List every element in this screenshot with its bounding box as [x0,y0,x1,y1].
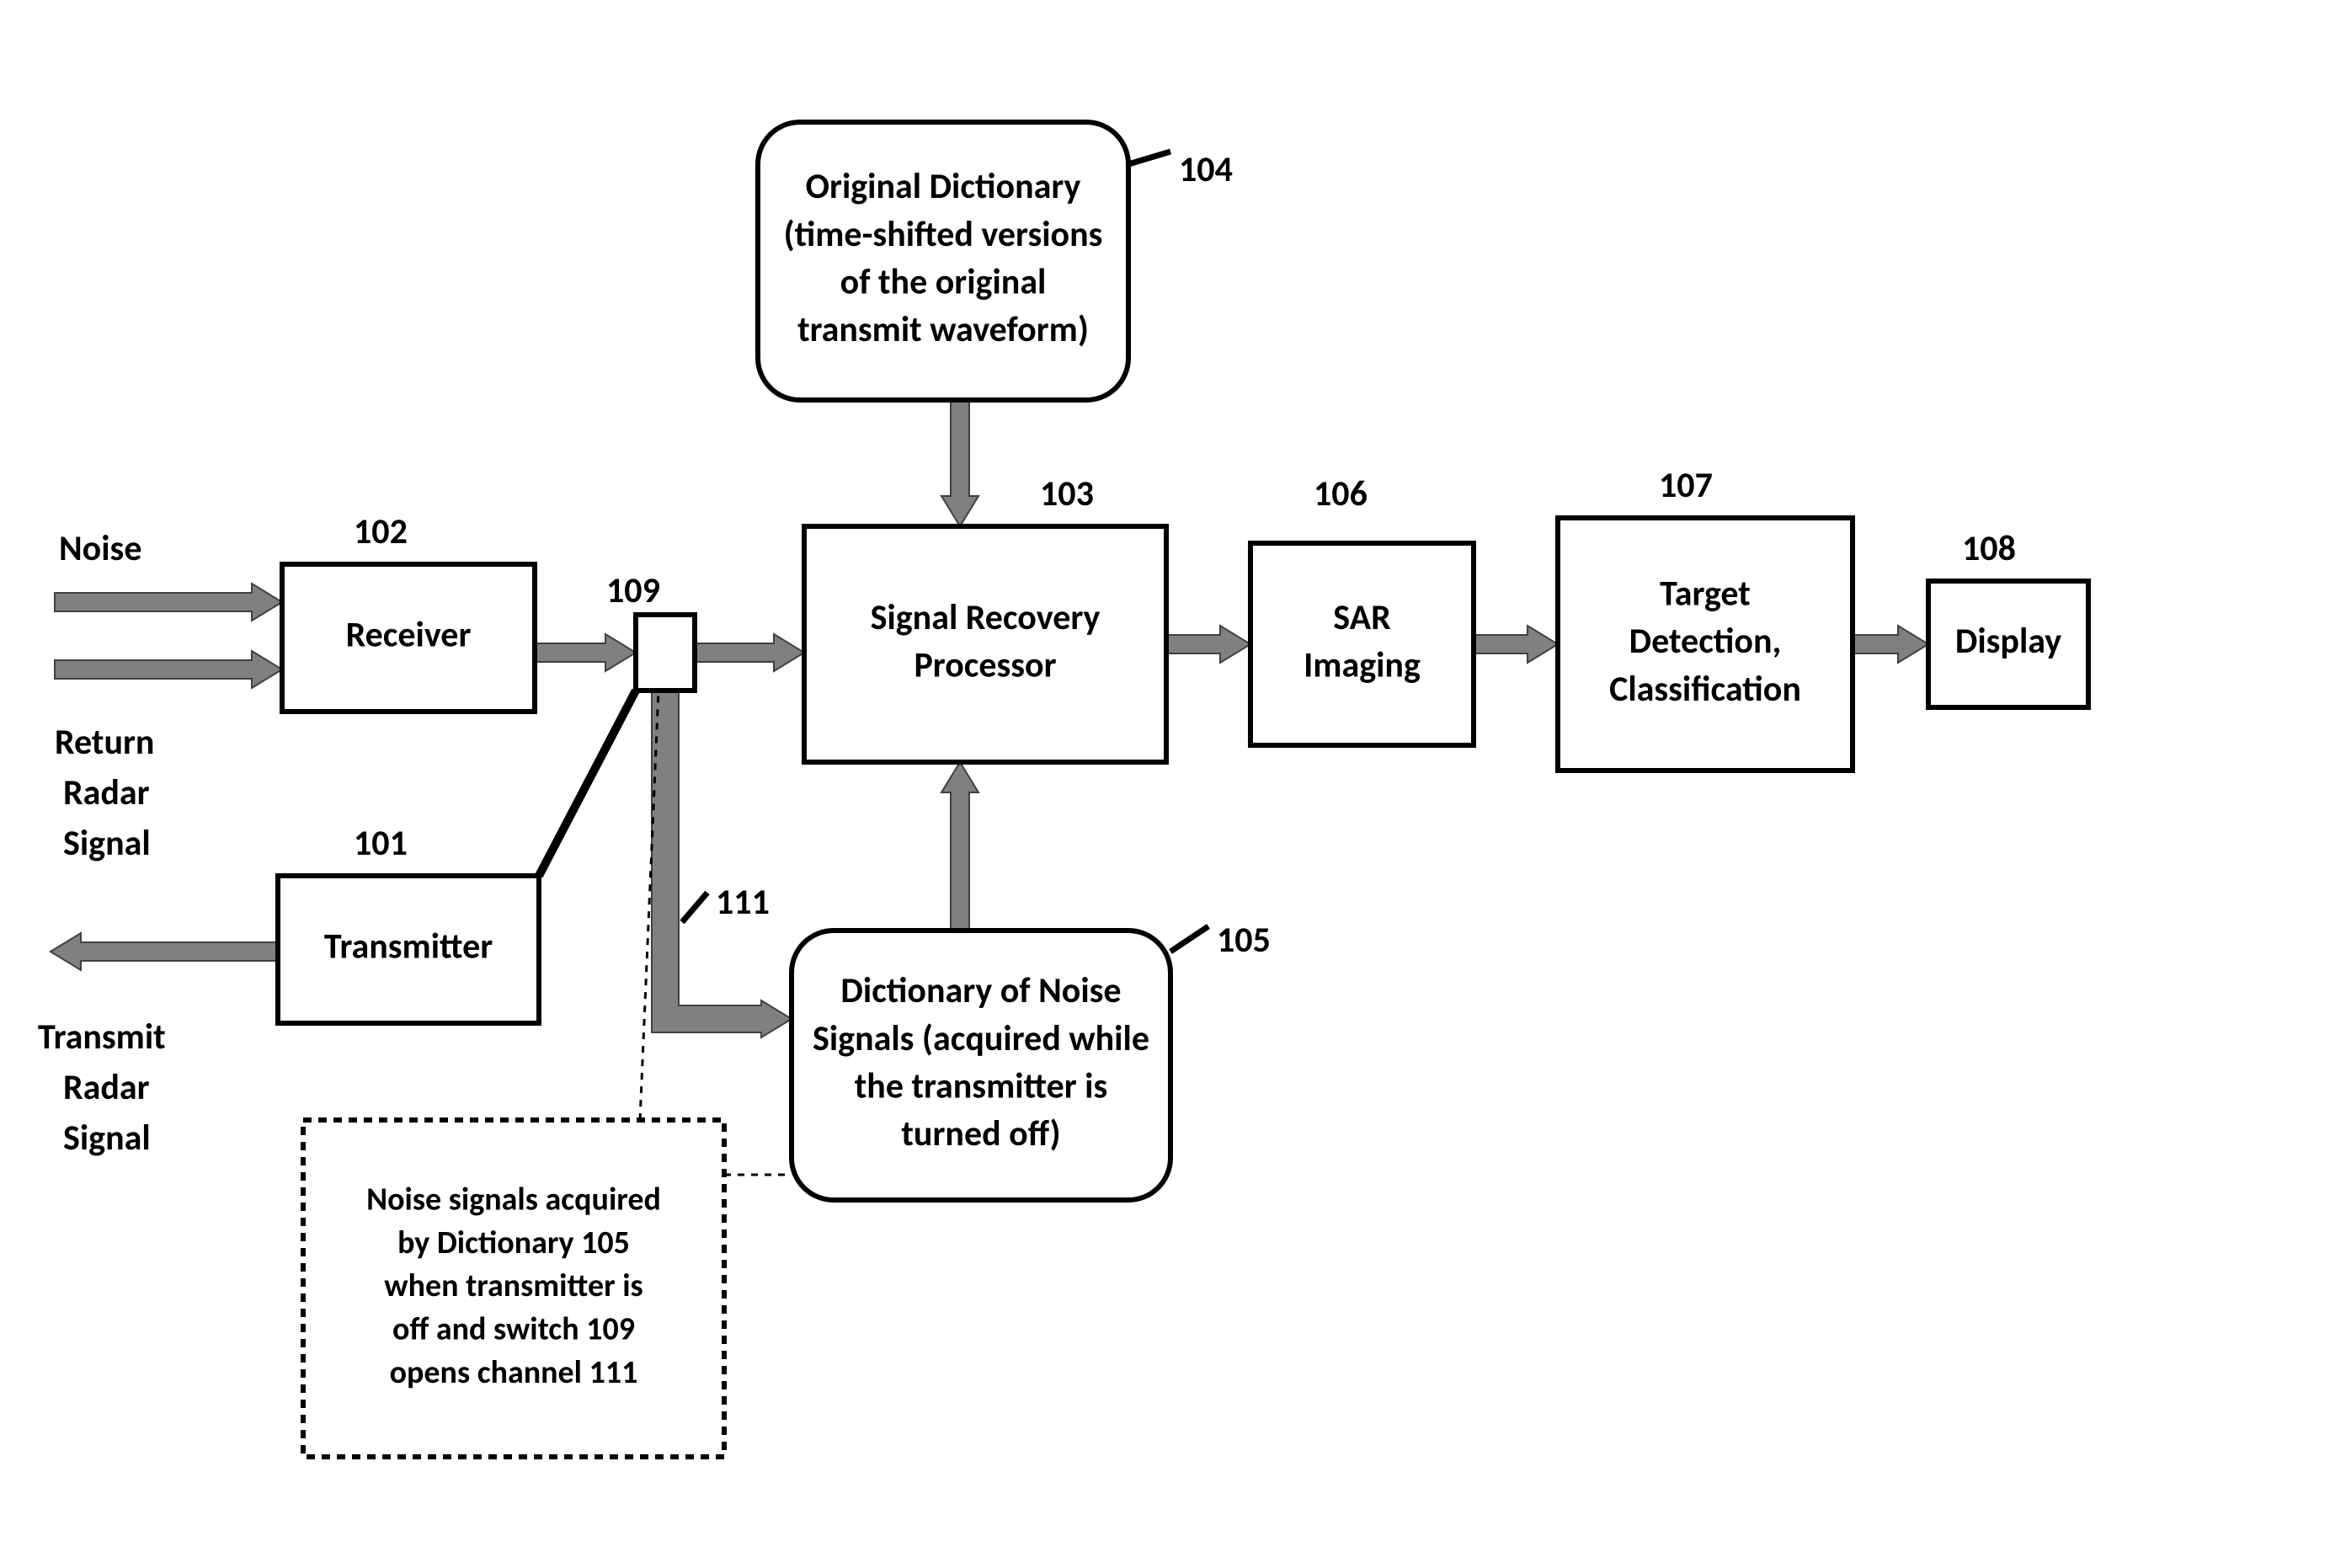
arrow-tdc_to_disp [1853,626,1928,663]
dashed_note-line-2: when transmitter is [384,1267,642,1305]
ref-107: 107 [1659,464,1713,507]
side-label-tx1: Transmit [38,1016,166,1059]
dict_noise-line-1: Signals (acquired while [813,1017,1149,1060]
dashed_note: Noise signals acquired by Dictionary 105 w… [303,1120,724,1457]
transmitter: Transmitter [278,876,539,1023]
receiver-line-0: Receiver [346,614,472,657]
srp-line-0: Signal Recovery [871,596,1101,639]
side-label-return1: Return [55,721,154,764]
leader-to_104 [1128,152,1170,164]
arrow-sw_to_srp [695,634,804,671]
ref-109: 109 [606,569,660,612]
display-line-0: Display [1955,620,2061,663]
leader-to_105 [1170,926,1208,952]
dashed_note-line-3: off and switch 109 [392,1310,635,1349]
sar-line-1: Imaging [1304,644,1421,687]
side-label-noise: Noise [59,527,141,570]
sar: SAR Imaging [1250,543,1474,745]
switch [636,615,695,691]
dict_orig-line-3: transmit waveform) [797,308,1089,351]
dashed_note-line-4: opens channel 111 [390,1353,638,1392]
ref-102: 102 [354,510,408,553]
ref-104: 104 [1179,148,1233,191]
dict_orig-line-2: of the original [840,261,1047,304]
srp-line-1: Processor [914,644,1056,687]
dict_orig-line-0: Original Dictionary [806,165,1081,208]
dict_noise: Dictionary of Noise Signals (acquired whi… [792,931,1170,1200]
tdc-line-1: Detection, [1629,620,1782,663]
tdc-line-2: Classification [1609,668,1801,711]
leader-to_111 [682,893,707,922]
arrow-sar_to_tdc [1474,626,1558,663]
dict_orig-line-1: (time-shifted versions [784,213,1103,256]
srp: Signal Recovery Processor [804,526,1166,762]
arrow-noise_up [941,762,978,931]
side-label-return3: Signal [63,822,151,865]
side-label-return2: Radar [63,771,150,814]
display: Display [1928,581,2088,707]
arrow-return_in [55,651,282,688]
side-label-tx3: Signal [63,1117,151,1160]
diagram-canvas: Receiver Transmitter Signal Recovery Proces… [0,0,2346,1568]
arrow-tx_out [51,933,278,970]
ref-106: 106 [1314,472,1368,515]
arrow-orig_down [941,400,978,526]
ref-103: 103 [1040,472,1094,515]
dict_orig: Original Dictionary (time-shifted version… [758,122,1128,400]
receiver: Receiver [282,564,535,712]
dict_noise-line-2: the transmitter is [855,1065,1108,1108]
sar-line-0: SAR [1333,596,1391,639]
tdc: Target Detection, Classification [1558,518,1853,771]
ref-111: 111 [716,881,770,924]
dashed_note-line-1: by Dictionary 105 [397,1224,630,1262]
transmitter-line-0: Transmitter [324,925,493,968]
arrow-elbow_111 [652,691,792,1037]
arrow-noise_in [55,584,282,621]
dict_noise-line-3: turned off) [901,1112,1060,1155]
arrow-srp_to_sar [1166,626,1250,663]
ref-105: 105 [1217,919,1271,962]
ref-108: 108 [1962,527,2016,570]
side-label-tx2: Radar [63,1066,150,1109]
tdc-line-0: Target [1660,572,1751,615]
ref-101: 101 [354,822,408,865]
dict_noise-line-0: Dictionary of Noise [840,969,1121,1012]
dashed_note-line-0: Noise signals acquired [366,1181,661,1219]
leader-tx_to_sw [539,691,636,876]
arrow-rx_to_sw [535,634,636,671]
